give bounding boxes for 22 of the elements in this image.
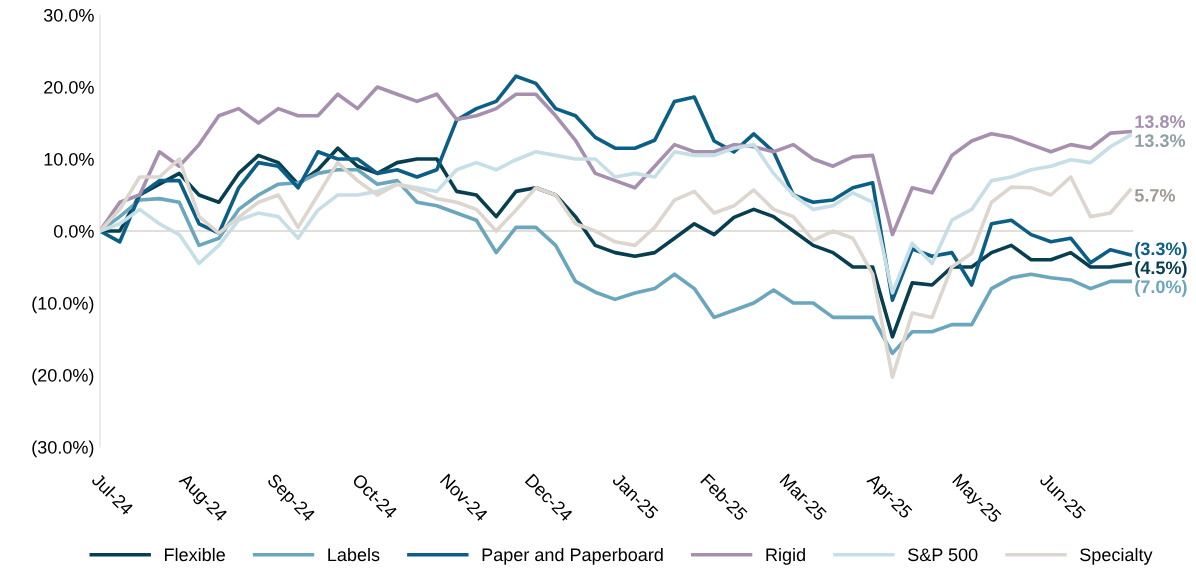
y-tick-label: 20.0% — [44, 80, 94, 94]
y-tick-label: (10.0%) — [32, 296, 94, 314]
legend-label: S&P 500 — [908, 548, 978, 562]
line-series — [100, 74, 1132, 302]
legend-label: Rigid — [766, 547, 805, 565]
y-tick-label: 30.0% — [43, 8, 94, 22]
legend-label: Flexible — [165, 547, 225, 562]
annotation: 13.8% — [1135, 115, 1186, 129]
annotation: (3.3%) — [1135, 241, 1187, 259]
annotation: (7.0%) — [1135, 279, 1187, 297]
y-tick-label: (20.0%) — [32, 368, 94, 386]
line-series — [100, 133, 1132, 295]
legend-label: Specialty — [1080, 547, 1153, 565]
annotation: (4.5%) — [1135, 260, 1187, 278]
annotation: 13.3% — [1135, 134, 1186, 148]
annotation: 5.7% — [1134, 189, 1176, 202]
legend-label: Paper and Paperboard — [482, 547, 663, 565]
legend-label: Labels — [328, 547, 380, 562]
line-series — [100, 85, 1132, 237]
y-tick-label: 0.0% — [54, 224, 94, 238]
y-tick-label: (30.0%) — [32, 440, 94, 458]
y-tick-label: 10.0% — [44, 152, 94, 166]
